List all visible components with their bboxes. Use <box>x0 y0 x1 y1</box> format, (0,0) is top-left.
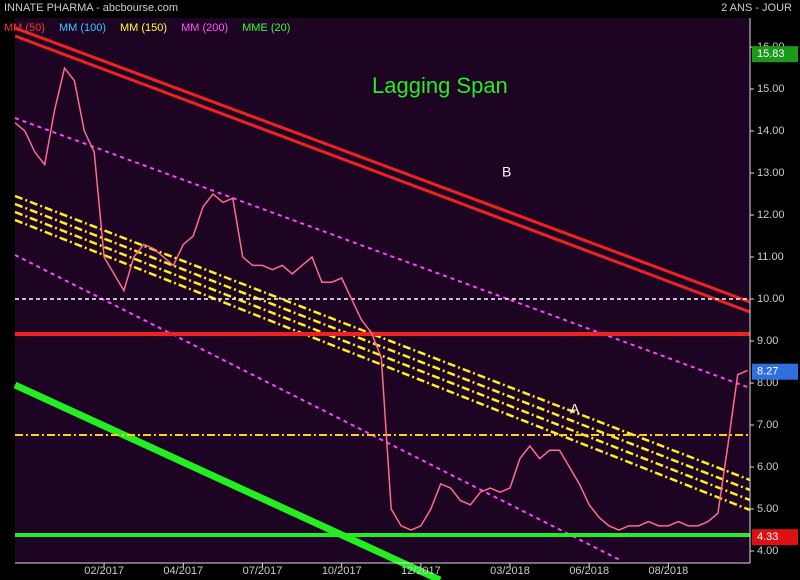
price-tag <box>752 363 798 380</box>
x-tick-label: 02/2017 <box>84 565 124 577</box>
plot-area <box>15 18 750 563</box>
chart-title: INNATE PHARMA - abcbourse.com <box>4 2 178 14</box>
x-tick-label: 10/2017 <box>322 565 362 577</box>
trendline <box>13 381 442 580</box>
y-tick-label: 6.00 <box>757 461 778 473</box>
y-tick-label: 12.00 <box>757 209 785 221</box>
y-tick-label: 9.00 <box>757 335 778 347</box>
annotation: B <box>502 164 511 180</box>
legend-entry: MM (100) <box>59 22 106 34</box>
y-tick-label: 4.00 <box>757 545 778 557</box>
x-tick-label: 12/2017 <box>401 565 441 577</box>
price-tag-label: 8.27 <box>757 366 778 378</box>
price-tag <box>752 529 798 546</box>
legend-entry: MME (20) <box>242 22 290 34</box>
trendline <box>14 254 621 561</box>
chart-subtitle: 2 ANS - JOUR <box>721 2 792 14</box>
price-tag <box>752 46 798 63</box>
y-tick-label: 7.00 <box>757 419 778 431</box>
x-tick-label: 04/2017 <box>163 565 203 577</box>
annotation: A <box>570 401 580 417</box>
legend-entry: MM (150) <box>120 22 167 34</box>
x-tick-label: 03/2018 <box>490 565 530 577</box>
trendline <box>14 194 751 482</box>
annotation: Lagging Span <box>372 73 508 98</box>
x-tick-label: 08/2018 <box>649 565 689 577</box>
x-tick-label: 06/2018 <box>569 565 609 577</box>
trendline <box>14 26 751 304</box>
legend-entry: MM (50) <box>4 22 45 34</box>
y-tick-label: 8.00 <box>757 377 778 389</box>
drawings <box>13 26 751 580</box>
y-tick-label: 11.00 <box>757 251 784 263</box>
y-tick-label: 10.00 <box>757 293 785 305</box>
price-tag-label: 15.83 <box>757 48 785 60</box>
y-tick-label: 14.00 <box>757 125 785 137</box>
y-tick-label: 13.00 <box>757 167 785 179</box>
y-tick-label: 15.00 <box>757 83 785 95</box>
legend-entry: MM (200) <box>181 22 228 34</box>
trendline <box>14 210 751 502</box>
x-tick-label: 07/2017 <box>243 565 283 577</box>
price-tag-label: 4.33 <box>757 531 778 543</box>
y-tick-label: 5.00 <box>757 503 778 515</box>
price-line <box>14 66 748 531</box>
trendline <box>14 34 751 314</box>
trendline <box>14 117 751 389</box>
